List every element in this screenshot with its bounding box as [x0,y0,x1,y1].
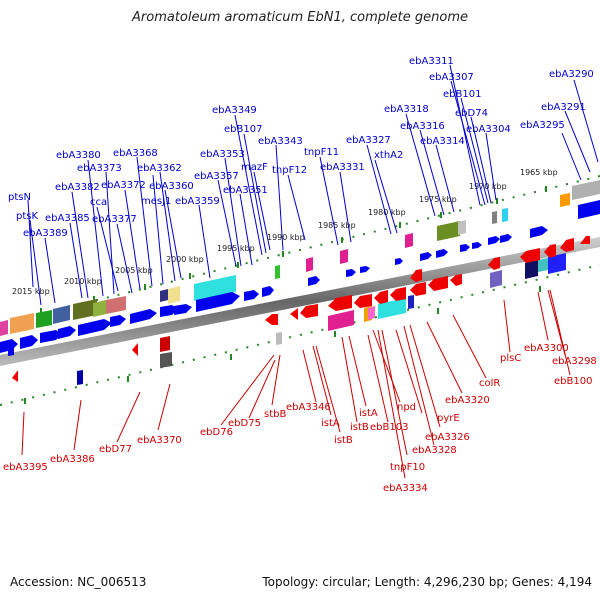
tick-label-1965: 1965 kbp [520,168,558,177]
gene-label-ebA3307: ebA3307 [429,72,474,83]
tick-label-1995: 1995 kbp [217,244,255,253]
gene-label-ebA3316: ebA3316 [400,121,445,132]
scale-tick-labels: 2015 kbp 2010 kbp 2005 kbp 2000 kbp 1995… [12,168,558,296]
gene-label-ebB101: ebB101 [443,89,481,100]
gene-label-ebA3359: ebA3359 [175,196,220,207]
gene-label-ebA3373: ebA3373 [77,163,122,174]
reverse-label-leaders [21,289,571,479]
outer-scale-line [0,175,600,325]
gene-label-npd: npd [397,402,416,413]
tick-label-1990: 1990 kbp [267,233,305,242]
gene-label-ebA3351: ebA3351 [223,185,268,196]
gene-label-cca: cca [90,197,107,208]
gene-label-ebA3382: ebA3382 [55,182,100,193]
gene-label-ebA3334: ebA3334 [383,483,428,494]
genome-stats-text: Topology: circular; Length: 4,296,230 bp… [262,575,592,589]
gene-label-ebA3370: ebA3370 [137,435,182,446]
gene-label-ebA3349: ebA3349 [212,105,257,116]
tick-label-2010: 2010 kbp [64,277,102,286]
gene-label-ebA3386: ebA3386 [50,454,95,465]
gene-label-ebA3320: ebA3320 [445,395,490,406]
gene-label-ebA3377: ebA3377 [92,214,137,225]
gene-label-ebA3318: ebA3318 [384,104,429,115]
gene-label-ebD74: ebD74 [455,108,488,119]
inner-scale-line [0,264,600,406]
gene-label-ebA3343: ebA3343 [258,136,303,147]
gene-label-plsC: plsC [500,353,521,364]
gene-label-ebA3311: ebA3311 [409,56,454,67]
gene-label-ebA3395: ebA3395 [3,462,48,473]
gene-label-ebA3357: ebA3357 [194,171,239,182]
gene-label-ebA3389: ebA3389 [23,228,68,239]
gene-label-ebA3372: ebA3372 [101,180,146,191]
gene-label-istB-2: istB [350,422,369,433]
tick-label-1970: 1970 kbp [469,182,507,191]
gene-label-ebA3298: ebA3298 [552,356,597,367]
gene-label-ebA3295: ebA3295 [520,120,565,131]
gene-label-ebA3380: ebA3380 [56,150,101,161]
gene-label-ebA3327: ebA3327 [346,135,391,146]
tick-label-1975: 1975 kbp [419,195,457,204]
gene-label-ebA3346: ebA3346 [286,402,331,413]
forward-blue-genes [0,200,600,356]
tick-label-1980: 1980 kbp [368,208,406,217]
gene-label-ebB103: ebB103 [370,422,408,433]
gene-label-ebA3300: ebA3300 [524,343,569,354]
gene-label-colR: colR [479,378,500,389]
gene-label-stbB: stbB [264,409,286,420]
gene-label-ebA3360: ebA3360 [149,181,194,192]
gene-label-ebB107: ebB107 [224,124,262,135]
gene-label-istB-1: istB [334,435,353,446]
gene-label-ebA3328: ebA3328 [412,445,457,456]
gene-label-ebA3385: ebA3385 [45,213,90,224]
gene-label-ebA3362: ebA3362 [137,163,182,174]
gene-label-tnpF12: tnpF12 [272,165,307,176]
gene-label-ebA3314: ebA3314 [420,136,465,147]
forward-label-leaders [27,64,599,306]
gene-label-xthA2: xthA2 [374,150,403,161]
gene-label-ebA3331: ebA3331 [320,162,365,173]
tick-label-1985: 1985 kbp [318,221,356,230]
gene-label-tnpF11: tnpF11 [304,147,339,158]
gene-label-ebD76: ebD76 [200,427,233,438]
gene-label-ebA3304: ebA3304 [466,124,511,135]
gene-label-tnpF10: tnpF10 [390,462,425,473]
accession-text: Accession: NC_006513 [10,575,147,589]
gene-label-ebA3368: ebA3368 [113,148,158,159]
gene-label-mazF: mazF [241,162,268,173]
forward-gene-labels: ptsN ptsK ebA3389 ebA3385 ebA3382 ebA338… [8,56,594,239]
gene-label-ptsK: ptsK [16,211,38,222]
gene-label-ebA3326: ebA3326 [425,432,470,443]
genome-backbone [0,237,600,366]
gene-label-ptsN: ptsN [8,192,31,203]
scale-ticks [24,186,547,404]
gene-label-ebA3290: ebA3290 [549,69,594,80]
tick-label-2015: 2015 kbp [12,287,50,296]
gene-label-ebA3291: ebA3291 [541,102,586,113]
gene-label-pyrE: pyrE [437,413,460,424]
reverse-red-genes [12,236,590,382]
gene-label-ebD77: ebD77 [99,444,132,455]
tick-label-2000: 2000 kbp [166,255,204,264]
map-title: Aromatoleum aromaticum EbN1, complete ge… [132,10,468,25]
reverse-colored-genes [77,253,566,385]
gene-label-ebB100: ebB100 [554,376,592,387]
gene-label-ebD75: ebD75 [228,418,261,429]
tick-label-2005: 2005 kbp [115,266,153,275]
gene-label-istA-1: istA [321,418,340,429]
reverse-gene-labels: ebA3395 ebA3386 ebD77 ebA3370 ebD76 ebD7… [3,343,597,494]
gene-label-mesJ1: mesJ1 [141,196,171,207]
gene-label-ebA3353: ebA3353 [200,149,245,160]
gene-label-istA-2: istA [359,408,378,419]
forward-colored-genes [0,180,600,336]
